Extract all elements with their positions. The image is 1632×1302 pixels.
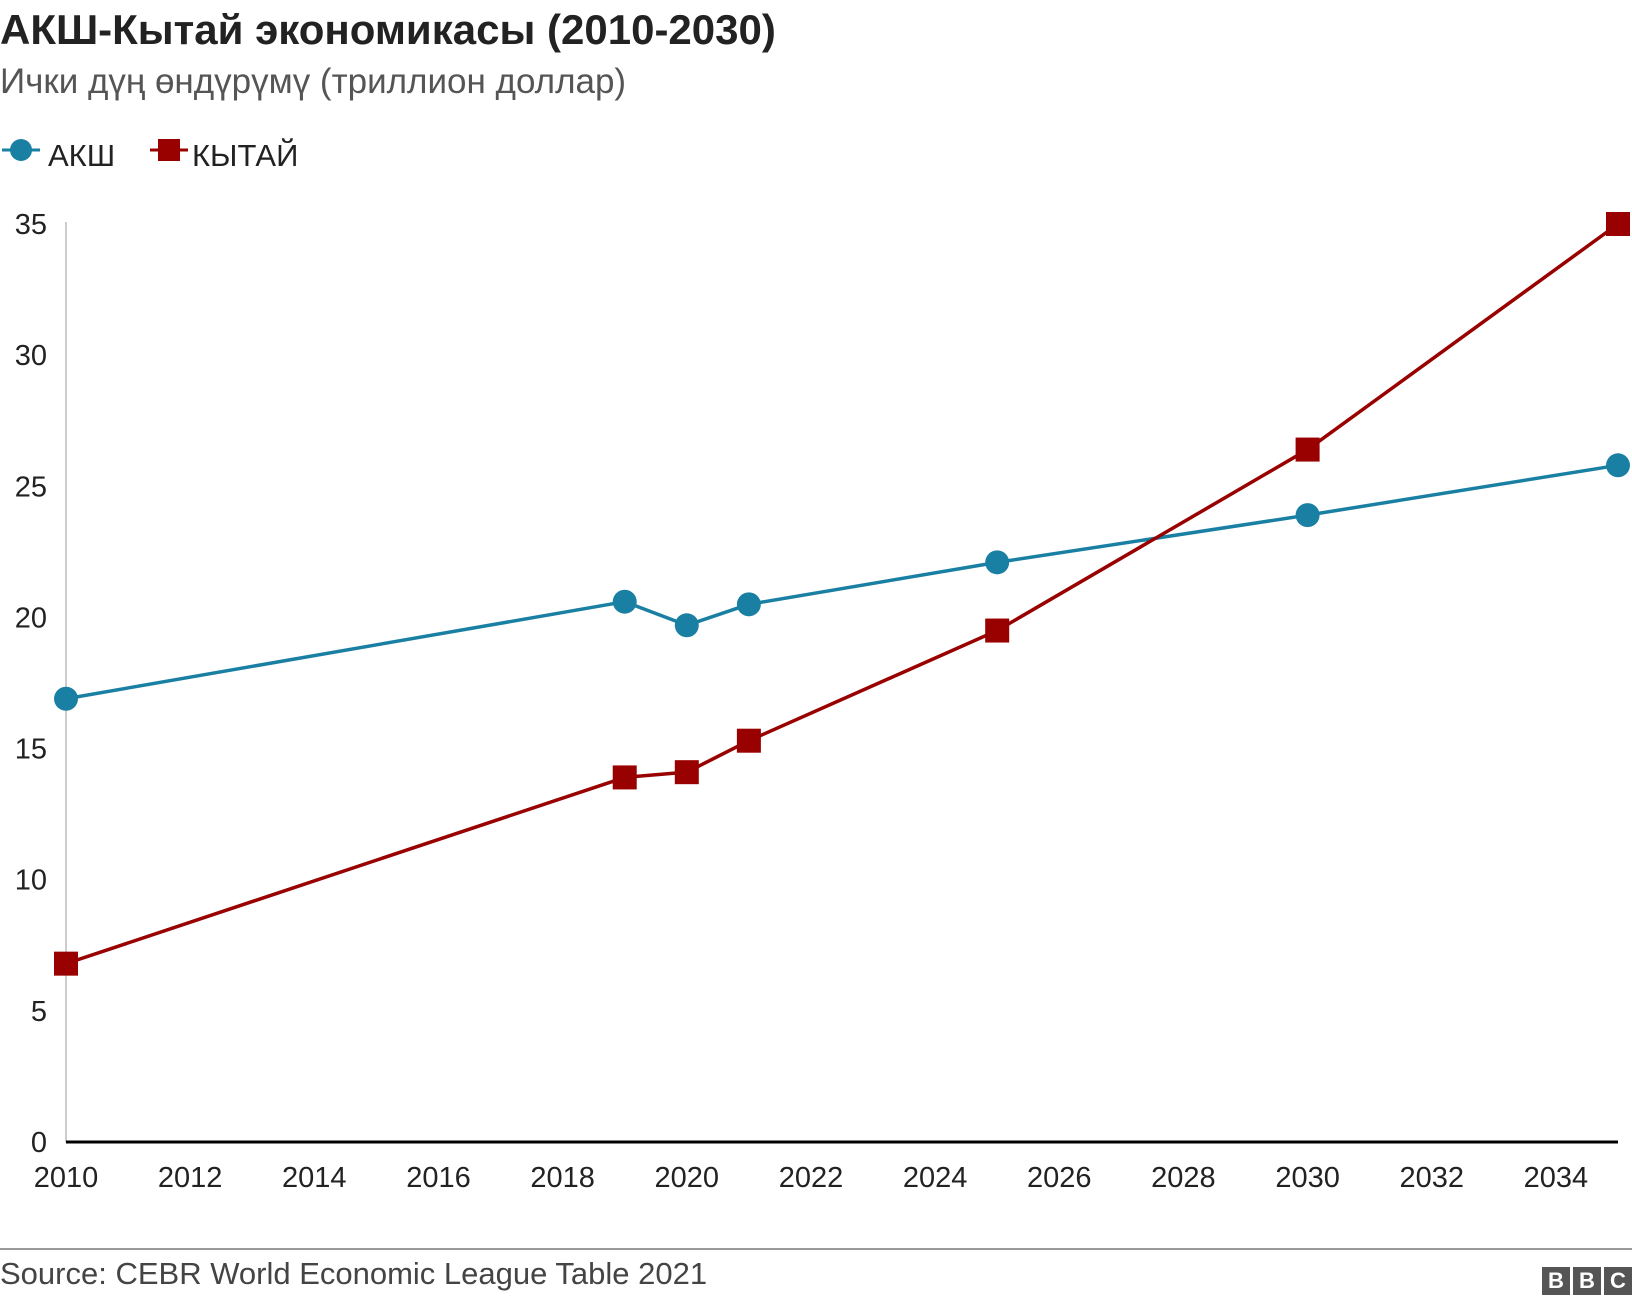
data-point-china <box>736 728 761 753</box>
data-point-usa <box>985 550 1010 575</box>
y-tick-label: 25 <box>15 471 47 503</box>
x-tick-label: 2032 <box>1400 1162 1465 1194</box>
x-tick-label: 2012 <box>158 1162 223 1194</box>
legend-label-usa: АКШ <box>48 138 116 173</box>
legend-swatch-usa <box>2 139 40 161</box>
legend-item-china: КЫТАЙ <box>148 130 328 180</box>
bbc-logo-letter-3: C <box>1604 1267 1632 1295</box>
data-point-china <box>1606 212 1630 236</box>
bbc-logo-letter-2: B <box>1573 1267 1601 1295</box>
x-tick-label: 2022 <box>779 1162 844 1194</box>
x-tick-label: 2018 <box>530 1162 595 1194</box>
legend-label-china: КЫТАЙ <box>192 138 299 173</box>
y-tick-label: 20 <box>15 602 47 634</box>
data-point-usa <box>736 592 761 617</box>
y-tick-label: 0 <box>31 1127 47 1159</box>
chart-title: АКШ-Кытай экономикасы (2010-2030) <box>0 6 776 53</box>
data-point-usa <box>1606 453 1630 478</box>
data-point-china <box>612 765 637 790</box>
series-line-usa <box>65 463 1619 701</box>
data-point-china <box>985 618 1010 643</box>
data-point-china <box>674 760 699 785</box>
x-tick-label: 2014 <box>282 1162 347 1194</box>
bbc-logo-letter-1: B <box>1542 1267 1570 1295</box>
x-tick-label: 2034 <box>1524 1162 1589 1194</box>
data-point-china <box>1295 437 1320 462</box>
source-note: Source: CEBR World Economic League Table… <box>0 1256 708 1291</box>
y-tick-label: 10 <box>15 865 47 897</box>
x-tick-label: 2016 <box>406 1162 471 1194</box>
chart-subtitle: Ички дүң өндүрүмү (триллион доллар) <box>0 62 627 101</box>
x-tick-label: 2020 <box>655 1162 720 1194</box>
footer-divider <box>0 1248 1632 1250</box>
data-point-china <box>54 951 78 976</box>
x-tick-label: 2030 <box>1275 1162 1340 1194</box>
x-tick-label: 2024 <box>903 1162 968 1194</box>
x-tick-label: 2010 <box>34 1162 99 1194</box>
y-tick-label: 30 <box>15 340 47 372</box>
data-point-usa <box>612 589 637 614</box>
line-chart: 0 5 10 15 20 25 30 35 2010 2012 2014 2016 2018 2020 20… <box>15 209 1630 1194</box>
legend-item-usa: АКШ <box>0 130 130 180</box>
x-tick-label: 2026 <box>1027 1162 1092 1194</box>
series-line-china <box>65 222 1620 966</box>
y-tick-label: 35 <box>15 209 47 241</box>
data-point-usa <box>1295 503 1320 528</box>
data-point-usa <box>674 613 699 638</box>
y-tick-label: 5 <box>31 996 47 1028</box>
legend-swatch-china <box>150 139 188 161</box>
x-tick-label: 2028 <box>1151 1162 1216 1194</box>
y-tick-label: 15 <box>15 734 47 766</box>
data-point-usa <box>54 686 78 711</box>
